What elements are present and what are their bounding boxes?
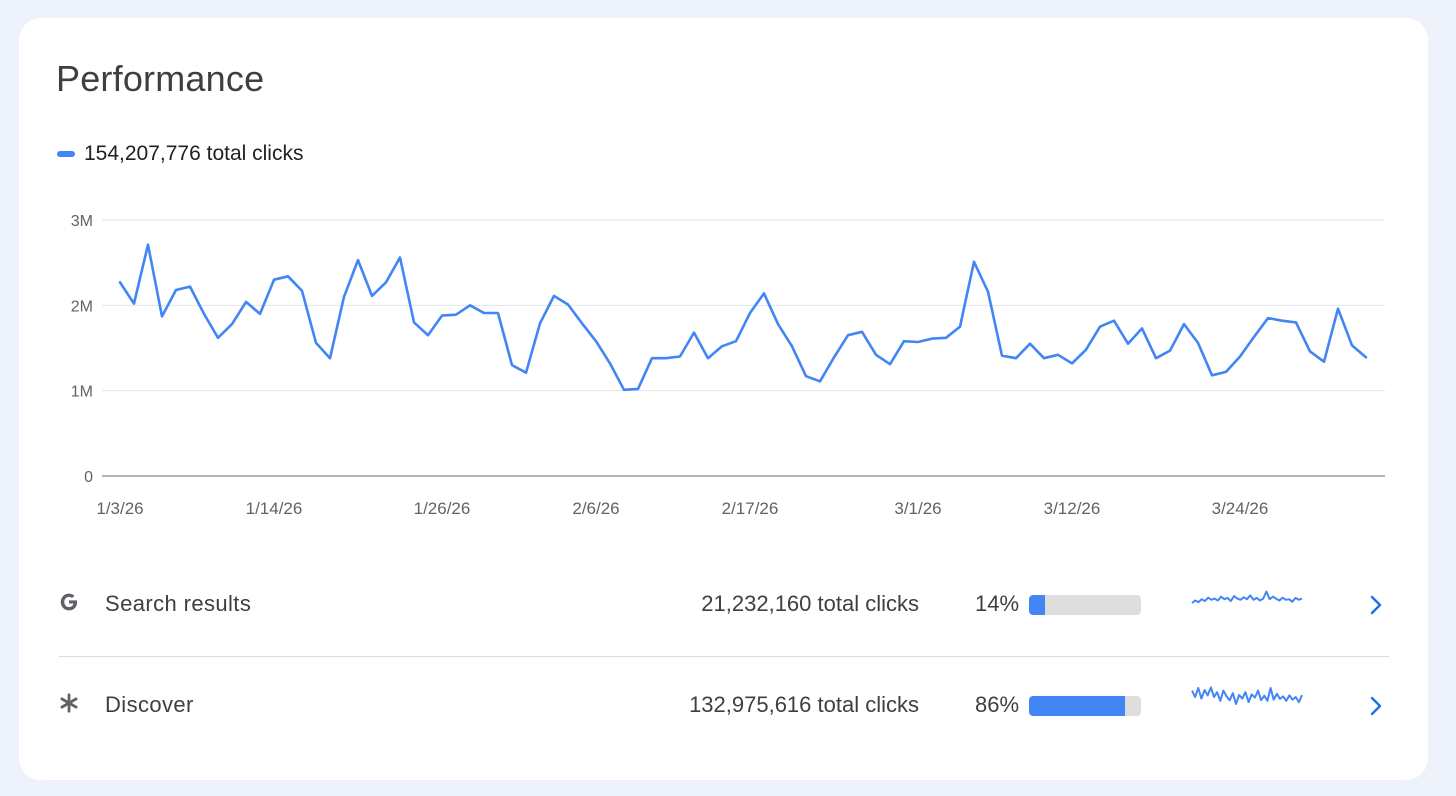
asterisk-icon bbox=[57, 691, 81, 715]
source-clicks: 132,975,616 total clicks bbox=[689, 692, 919, 717]
y-tick-label: 2M bbox=[71, 298, 93, 315]
legend-label: 154,207,776 total clicks bbox=[84, 142, 304, 165]
y-tick-label: 0 bbox=[84, 469, 93, 486]
sparkline bbox=[1191, 686, 1303, 705]
sparkline-line bbox=[1191, 590, 1303, 604]
page-title: Performance bbox=[56, 58, 265, 99]
chevron-right-icon[interactable] bbox=[1363, 590, 1389, 620]
source-percent: 14% bbox=[975, 591, 1020, 616]
share-bar bbox=[1029, 696, 1141, 716]
source-row-search-results[interactable]: Search results 21,232,160 total clicks 1… bbox=[57, 576, 1389, 636]
x-tick-label: 3/1/26 bbox=[894, 499, 941, 518]
share-bar-fill bbox=[1029, 696, 1126, 716]
clicks-line-chart[interactable]: 0 1M 2M 3M 1/3/26 1/14/26 1/26/26 2/6/26 2/17/26… bbox=[19, 18, 1428, 538]
share-bar-fill bbox=[1029, 595, 1045, 615]
share-bar bbox=[1029, 595, 1141, 615]
performance-card: Performance 154,207,776 total clicks 0 1M… bbox=[19, 18, 1428, 780]
x-tick-label: 2/17/26 bbox=[722, 499, 779, 518]
x-tick-label: 3/24/26 bbox=[1212, 499, 1269, 518]
y-tick-label: 3M bbox=[71, 213, 93, 230]
legend-swatch bbox=[57, 151, 75, 157]
source-clicks: 21,232,160 total clicks bbox=[701, 591, 919, 616]
x-tick-label: 2/6/26 bbox=[572, 499, 619, 518]
source-row-discover[interactable]: Discover 132,975,616 total clicks 86% bbox=[57, 677, 1389, 737]
x-tick-label: 3/12/26 bbox=[1044, 499, 1101, 518]
x-tick-label: 1/26/26 bbox=[414, 499, 471, 518]
y-tick-label: 1M bbox=[71, 384, 93, 401]
sparkline bbox=[1191, 590, 1303, 604]
series-line-total-clicks[interactable] bbox=[118, 243, 1368, 392]
source-percent: 86% bbox=[975, 692, 1020, 717]
row-divider bbox=[59, 656, 1389, 657]
chevron-right-icon[interactable] bbox=[1363, 691, 1389, 721]
sparkline-line bbox=[1191, 686, 1303, 705]
source-name: Search results bbox=[105, 591, 252, 616]
chart-legend[interactable]: 154,207,776 total clicks bbox=[57, 142, 303, 166]
x-tick-label: 1/3/26 bbox=[96, 499, 143, 518]
x-tick-label: 1/14/26 bbox=[246, 499, 303, 518]
source-name: Discover bbox=[105, 692, 194, 717]
google-g-icon bbox=[57, 590, 81, 614]
